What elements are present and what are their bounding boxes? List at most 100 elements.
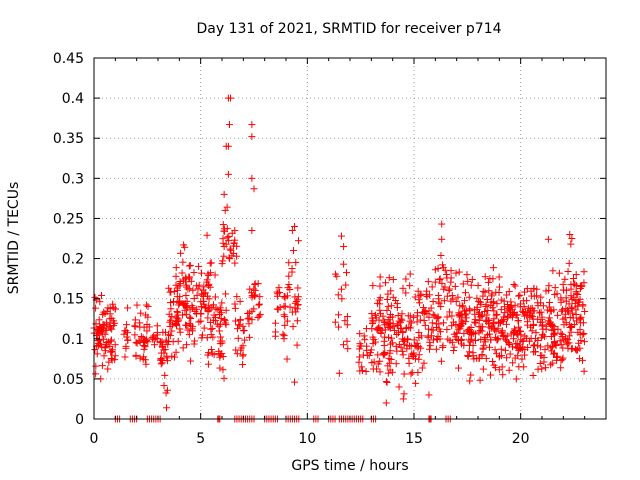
data-point — [210, 351, 218, 359]
data-point — [580, 338, 588, 346]
data-point — [228, 229, 236, 237]
data-point — [97, 328, 105, 336]
data-point — [534, 365, 542, 373]
data-point — [486, 330, 494, 338]
y-tick-label: 0.05 — [53, 372, 84, 388]
data-point — [376, 368, 384, 376]
data-point — [206, 283, 214, 291]
data-point — [465, 336, 473, 344]
data-point — [383, 306, 391, 314]
data-point — [250, 185, 258, 193]
data-point — [232, 317, 240, 325]
data-point — [530, 341, 538, 349]
data-point — [425, 391, 433, 399]
data-point — [464, 277, 472, 285]
data-point — [447, 278, 455, 286]
data-point — [434, 332, 442, 340]
data-point — [335, 311, 343, 319]
data-point — [331, 270, 339, 278]
data-point — [181, 299, 189, 307]
data-point — [443, 313, 451, 321]
data-point — [190, 340, 198, 348]
data-point — [294, 284, 302, 292]
data-point — [568, 235, 576, 242]
data-point — [255, 301, 263, 309]
data-point — [482, 303, 490, 311]
data-point — [574, 298, 582, 306]
data-point — [335, 369, 343, 377]
data-point — [398, 310, 406, 318]
data-point — [286, 303, 294, 311]
data-point — [382, 279, 390, 287]
data-point — [565, 259, 573, 267]
data-point — [362, 367, 370, 375]
data-point — [443, 292, 451, 300]
data-point — [161, 328, 169, 336]
data-point — [574, 328, 582, 336]
data-point — [224, 142, 232, 150]
data-point — [440, 297, 448, 305]
data-point — [218, 337, 226, 345]
data-point — [241, 336, 249, 344]
data-point — [489, 358, 497, 366]
data-point — [468, 276, 476, 284]
data-point — [487, 324, 495, 332]
data-point — [495, 366, 503, 374]
data-point — [104, 365, 112, 373]
data-point — [158, 359, 166, 367]
data-point — [498, 328, 506, 336]
data-point — [271, 319, 279, 327]
data-point — [487, 336, 495, 344]
data-point — [473, 294, 481, 302]
data-point — [101, 347, 109, 355]
data-point — [233, 325, 241, 333]
data-point — [230, 239, 238, 247]
data-point — [445, 287, 453, 295]
data-point — [141, 356, 149, 364]
data-point — [415, 296, 423, 304]
y-tick-label: 0.3 — [62, 171, 84, 187]
data-point — [250, 305, 258, 313]
data-point — [173, 307, 181, 315]
data-point — [101, 326, 109, 334]
data-point — [344, 345, 352, 353]
data-point — [184, 326, 192, 334]
data-point — [102, 319, 110, 327]
data-point — [136, 354, 144, 362]
data-point — [552, 341, 560, 349]
data-point — [495, 283, 503, 291]
data-point — [414, 287, 422, 295]
data-point — [94, 339, 102, 347]
data-point — [403, 335, 411, 343]
data-point — [558, 356, 566, 364]
data-point — [182, 310, 190, 318]
data-point — [548, 359, 556, 367]
data-point — [429, 311, 437, 319]
data-point — [470, 355, 478, 363]
data-point — [404, 312, 412, 320]
data-point — [98, 343, 106, 351]
data-point — [375, 316, 383, 324]
data-point — [219, 221, 227, 229]
data-point — [548, 326, 556, 334]
data-point — [131, 316, 139, 324]
data-point — [437, 302, 445, 310]
y-tick-label: 0.4 — [62, 91, 84, 107]
data-point — [124, 329, 132, 337]
data-point — [570, 293, 578, 301]
data-point — [557, 356, 565, 364]
data-point — [189, 304, 197, 312]
data-point — [271, 332, 279, 340]
data-point — [436, 275, 444, 283]
data-point — [245, 320, 253, 328]
data-point — [424, 325, 432, 333]
data-point — [167, 316, 175, 324]
data-point — [557, 341, 565, 349]
data-point — [379, 312, 387, 320]
data-point — [551, 284, 559, 292]
data-point — [387, 334, 395, 342]
data-point — [98, 291, 106, 299]
data-point — [542, 325, 550, 333]
data-point — [579, 319, 587, 327]
data-point — [515, 346, 523, 354]
